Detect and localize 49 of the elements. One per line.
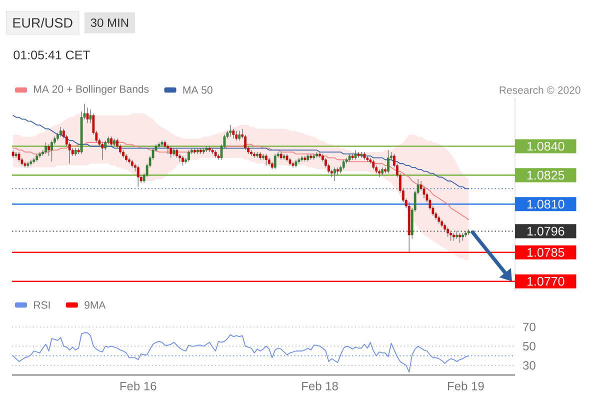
candlestick bbox=[176, 148, 178, 158]
candlestick bbox=[188, 150, 190, 162]
candlestick bbox=[265, 154, 268, 166]
y-tick-label: 70 bbox=[523, 322, 536, 332]
y-tick-label: 1.0810 bbox=[527, 200, 564, 209]
candlestick bbox=[334, 167, 336, 182]
candlestick bbox=[238, 130, 241, 141]
candlestick bbox=[110, 136, 112, 147]
candlestick bbox=[50, 140, 53, 162]
y-tick-label: 50 bbox=[523, 342, 536, 350]
candlestick bbox=[18, 152, 20, 162]
candlestick bbox=[235, 130, 238, 141]
candlestick bbox=[48, 144, 50, 156]
y-tick-label: 1.0796 bbox=[527, 226, 564, 236]
x-tick-label: Feb 19 bbox=[448, 382, 484, 390]
y-tick-label: 1.0770 bbox=[527, 276, 564, 286]
candlestick bbox=[44, 142, 47, 154]
candlestick bbox=[60, 126, 62, 137]
candlestick bbox=[136, 165, 140, 188]
candlestick bbox=[101, 142, 104, 160]
x-tick-label: Feb 16 bbox=[120, 382, 156, 390]
candlestick bbox=[387, 150, 390, 174]
candlestick bbox=[229, 124, 232, 137]
candlestick bbox=[274, 154, 276, 170]
candlestick bbox=[166, 144, 170, 154]
candlestick bbox=[372, 159, 375, 170]
candlestick bbox=[354, 150, 357, 160]
candlestick bbox=[170, 146, 172, 158]
y-tick-label: 1.0825 bbox=[527, 170, 564, 180]
candlestick bbox=[86, 107, 89, 124]
text: 01:05:41 CET bbox=[14, 50, 90, 60]
chart-subtitle: 30 MIN bbox=[90, 18, 128, 27]
y-tick-label: 1.0840 bbox=[527, 142, 564, 151]
chart-title: EUR/USD bbox=[13, 18, 72, 28]
candlestick bbox=[342, 159, 345, 170]
candlestick bbox=[450, 230, 452, 242]
candlestick bbox=[89, 109, 92, 124]
candlestick bbox=[458, 232, 461, 244]
candlestick bbox=[446, 226, 450, 238]
legend-label: 9MA bbox=[84, 301, 106, 309]
candlestick bbox=[232, 128, 235, 139]
x-tick-label: Feb 18 bbox=[302, 382, 338, 390]
candlestick bbox=[182, 156, 184, 166]
legend-label: MA 20 + Bollinger Bands bbox=[34, 85, 149, 95]
legend-label: MA 50 bbox=[183, 86, 212, 94]
y-tick-label: 30 bbox=[522, 361, 536, 370]
y-tick-label: 1.0785 bbox=[527, 248, 564, 257]
legend-label: RSI bbox=[34, 301, 50, 309]
text: Research © 2020 bbox=[500, 86, 580, 94]
